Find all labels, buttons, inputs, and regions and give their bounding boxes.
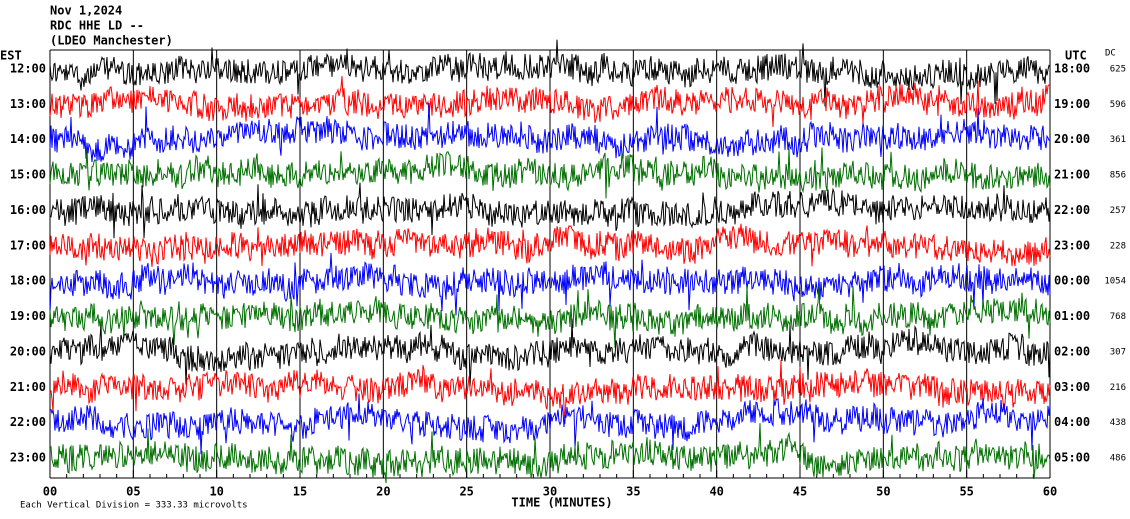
x-tick-label: 55 xyxy=(959,485,973,499)
dc-label: 361 xyxy=(1110,135,1126,145)
dc-label: 257 xyxy=(1110,206,1126,216)
x-tick-label: 10 xyxy=(209,485,223,499)
trace xyxy=(49,393,1051,455)
est-label: 16:00 xyxy=(10,203,46,217)
utc-label: 21:00 xyxy=(1054,168,1090,182)
utc-label: 23:00 xyxy=(1054,238,1090,252)
dc-label: 768 xyxy=(1110,312,1126,322)
trace xyxy=(49,318,1051,387)
est-label: 18:00 xyxy=(10,274,46,288)
title-line: RDC HHE LD -- xyxy=(50,19,144,33)
est-label: 23:00 xyxy=(10,451,46,465)
title-line: (LDEO Manchester) xyxy=(50,34,173,48)
dc-label: 856 xyxy=(1110,171,1126,181)
trace xyxy=(49,284,1051,348)
dc-label: 307 xyxy=(1110,347,1126,357)
trace xyxy=(49,102,1051,163)
trace xyxy=(49,147,1051,199)
utc-label: 18:00 xyxy=(1054,62,1090,76)
est-label: 20:00 xyxy=(10,344,46,358)
utc-label: 00:00 xyxy=(1054,274,1090,288)
est-label: 13:00 xyxy=(10,97,46,111)
trace xyxy=(49,223,1051,267)
trace xyxy=(49,76,1051,128)
utc-label: 05:00 xyxy=(1054,451,1090,465)
x-tick-label: 50 xyxy=(876,485,890,499)
utc-label: 04:00 xyxy=(1054,415,1090,429)
utc-label: 22:00 xyxy=(1054,203,1090,217)
x-tick-label: 40 xyxy=(709,485,723,499)
dc-label: 625 xyxy=(1110,65,1126,75)
utc-label: 20:00 xyxy=(1054,132,1090,146)
trace xyxy=(49,182,1051,239)
x-tick-label: 05 xyxy=(126,485,140,499)
est-label: 22:00 xyxy=(10,415,46,429)
x-tick-label: 00 xyxy=(43,485,57,499)
x-tick-label: 25 xyxy=(459,485,473,499)
dc-label: 216 xyxy=(1110,383,1126,393)
dc-label: 596 xyxy=(1110,100,1126,110)
dc-label: 486 xyxy=(1110,454,1126,464)
x-tick-label: 15 xyxy=(293,485,307,499)
right-axis-title: UTC xyxy=(1065,49,1087,63)
utc-label: 19:00 xyxy=(1054,97,1090,111)
footnote: Each Vertical Division = 333.33 microvol… xyxy=(20,501,248,511)
trace xyxy=(49,39,1051,107)
left-axis-title: EST xyxy=(0,49,22,63)
x-tick-label: 45 xyxy=(793,485,807,499)
utc-label: 01:00 xyxy=(1054,309,1090,323)
est-label: 14:00 xyxy=(10,132,46,146)
title-line: Nov 1,2024 xyxy=(50,4,122,18)
dc-label: 1054 xyxy=(1104,277,1126,287)
est-label: 19:00 xyxy=(10,309,46,323)
est-label: 21:00 xyxy=(10,380,46,394)
est-label: 17:00 xyxy=(10,238,46,252)
dc-label: 438 xyxy=(1110,418,1126,428)
utc-label: 03:00 xyxy=(1054,380,1090,394)
trace xyxy=(49,252,1051,316)
trace xyxy=(49,423,1051,484)
dc-title: DC xyxy=(1105,49,1116,59)
est-label: 15:00 xyxy=(10,168,46,182)
utc-label: 02:00 xyxy=(1054,344,1090,358)
x-tick-label: 30 xyxy=(543,485,557,499)
dc-label: 228 xyxy=(1110,241,1126,251)
trace xyxy=(49,359,1051,424)
x-tick-label: 35 xyxy=(626,485,640,499)
x-tick-label: 20 xyxy=(376,485,390,499)
x-tick-label: 60 xyxy=(1043,485,1057,499)
est-label: 12:00 xyxy=(10,62,46,76)
x-axis-label: TIME (MINUTES) xyxy=(511,496,612,510)
